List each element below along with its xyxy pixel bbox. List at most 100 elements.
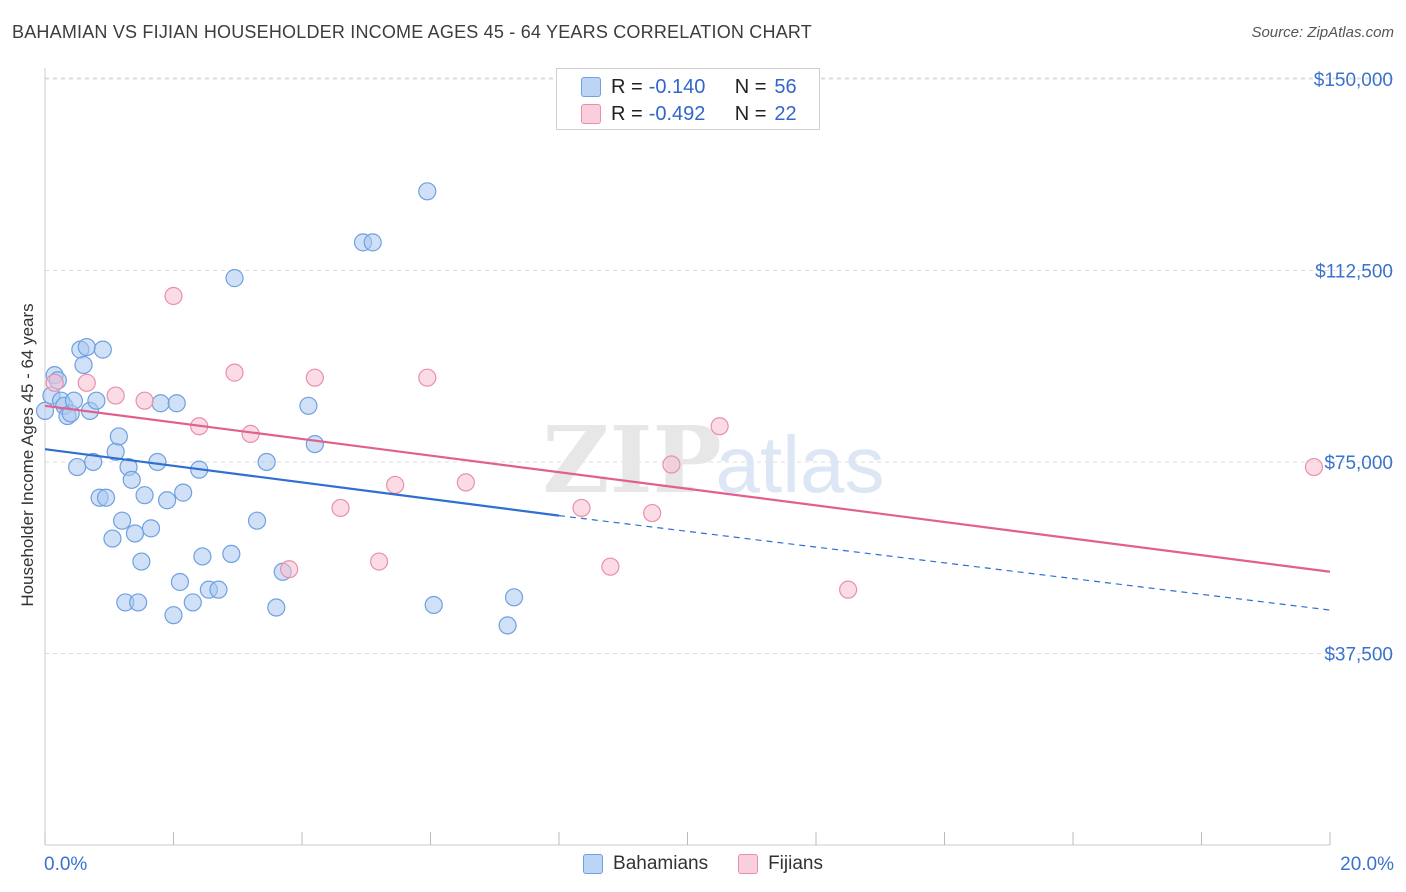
bahamians-point <box>64 391 84 410</box>
fijians-point <box>710 417 729 436</box>
fijians-point <box>225 363 244 382</box>
bahamians-point <box>183 593 202 612</box>
watermark-zip: ZIP <box>542 406 721 514</box>
legend-item-fijians[interactable]: Fijians <box>738 853 823 875</box>
bahamians-point <box>132 552 151 571</box>
x-tick-label: 0.0% <box>44 854 87 875</box>
bahamians-points <box>35 182 524 635</box>
bahamians-point <box>129 593 148 612</box>
fijians-point <box>164 286 183 306</box>
chart-title: BAHAMIAN VS FIJIAN HOUSEHOLDER INCOME AG… <box>12 22 812 42</box>
y-tick-label: $150,000 <box>1314 70 1393 91</box>
fijians-point <box>572 498 591 518</box>
fijians-point <box>601 557 620 576</box>
fijians-point <box>135 391 154 410</box>
y-axis-label: Householder Income Ages 45 - 64 years <box>18 303 37 607</box>
watermark: ZIP atlas <box>542 406 884 514</box>
fijians-points <box>45 286 1324 599</box>
grid-lines <box>45 77 1395 654</box>
y-tick-label: $37,500 <box>1324 644 1393 665</box>
bahamians-point <box>103 529 122 548</box>
stats-row-fijians: R = -0.492 N = 22 <box>581 101 797 127</box>
bahamians-point <box>125 524 145 543</box>
bahamians-point <box>498 616 517 635</box>
r-label: R = <box>611 75 643 98</box>
fijians-swatch <box>581 104 601 124</box>
bahamians-point <box>151 394 170 413</box>
bahamians-point <box>109 427 128 446</box>
bahamians-point <box>167 394 186 413</box>
bahamians-point <box>174 483 193 502</box>
source-label: Source: ZipAtlas.com <box>1251 24 1394 41</box>
fijians-point <box>77 373 96 392</box>
fijians-point <box>280 560 299 579</box>
r-value: -0.140 <box>648 75 706 98</box>
bahamians-swatch <box>583 854 604 874</box>
fijians-point <box>331 498 350 518</box>
fijians-point <box>305 368 324 387</box>
stats-row-bahamians: R = -0.140 N = 56 <box>581 74 797 100</box>
bahamians-point <box>267 598 286 617</box>
bahamians-point <box>418 182 437 201</box>
bahamians-point <box>135 486 154 505</box>
axes <box>44 68 1331 846</box>
bahamians-point <box>93 340 112 359</box>
legend-label-fijians: Fijians <box>768 853 823 874</box>
y-tick-label: $112,500 <box>1315 261 1393 282</box>
fijians-point <box>106 386 125 405</box>
bahamians-point <box>170 572 190 592</box>
series-legend: Bahamians Fijians <box>0 850 1406 878</box>
bahamians-point <box>209 580 228 599</box>
bahamians-point <box>193 547 212 566</box>
n-value: 56 <box>774 75 797 98</box>
bahamians-point <box>157 491 177 510</box>
bahamians-point <box>141 519 161 538</box>
bahamians-point <box>247 511 267 530</box>
bahamians-trend-extension <box>558 515 1331 611</box>
bahamians-point <box>35 401 55 421</box>
bahamians-point <box>299 396 318 415</box>
n-label: N = <box>734 75 767 98</box>
legend-label-bahamians: Bahamians <box>613 853 709 874</box>
bahamians-swatch <box>581 77 601 97</box>
fijians-point <box>662 455 681 474</box>
bahamians-point <box>424 595 443 615</box>
bahamians-point <box>112 511 132 530</box>
fijians-trend-line <box>44 404 1331 573</box>
y-tick-label: $75,000 <box>1324 453 1393 474</box>
x-tick-label: 20.0% <box>1340 854 1394 875</box>
n-value: 22 <box>774 102 797 125</box>
bahamians-point <box>87 391 106 410</box>
bahamians-point <box>225 269 244 288</box>
bahamians-point <box>96 488 116 507</box>
fijians-swatch <box>738 854 759 874</box>
bahamians-point <box>122 470 141 489</box>
bahamians-point <box>222 544 241 564</box>
trend-lines <box>44 404 1331 611</box>
bahamians-point <box>257 452 276 472</box>
fijians-point <box>839 580 858 599</box>
bahamians-point <box>68 457 87 477</box>
tick-labels: $37,500 $75,000 $112,500 $150,000 0.0% 20.0% <box>44 70 1394 875</box>
bahamians-point <box>74 355 93 375</box>
bahamians-trend-line <box>44 448 560 517</box>
bahamians-point <box>504 588 524 607</box>
r-label: R = <box>611 102 643 125</box>
r-value: -0.492 <box>648 102 706 125</box>
fijians-point <box>386 475 405 495</box>
bahamians-point <box>363 233 382 252</box>
fijians-point <box>643 503 662 523</box>
bahamians-point <box>164 606 183 625</box>
fijians-point <box>456 473 475 492</box>
n-label: N = <box>734 102 767 125</box>
fijians-point <box>418 368 437 387</box>
legend-item-bahamians[interactable]: Bahamians <box>583 853 708 875</box>
bahamians-point <box>77 337 96 357</box>
bahamians-point <box>84 452 103 472</box>
fijians-point <box>1304 457 1324 477</box>
fijians-point <box>370 552 389 571</box>
bahamians-point <box>305 435 324 454</box>
fijians-point <box>45 373 64 392</box>
watermark-atlas: atlas <box>716 420 885 509</box>
